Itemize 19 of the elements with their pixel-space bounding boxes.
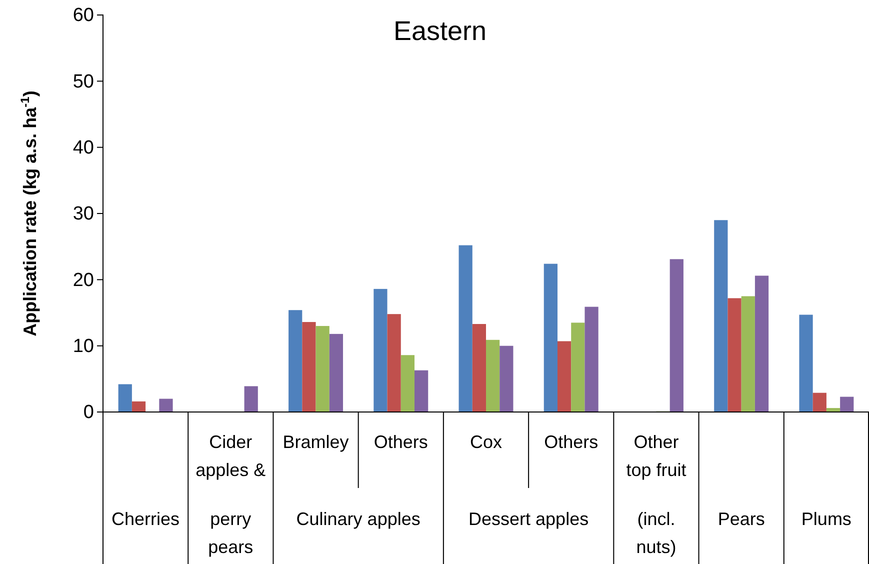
y-tick-label: 40 — [72, 137, 94, 158]
y-tick-label: 30 — [72, 204, 94, 225]
category-label: Cider apples & perry pears — [196, 432, 266, 557]
x-tick-label: Cherries — [112, 509, 180, 529]
y-tick-label: 60 — [72, 5, 94, 26]
x-tick-label: Bramley — [282, 432, 349, 452]
x-tick-label: Others — [374, 432, 428, 452]
text: Culinary apples — [296, 509, 420, 529]
x-tick-label: Cox — [470, 432, 502, 452]
y-tick-label: 20 — [72, 270, 94, 291]
chart-title: Eastern — [394, 16, 487, 46]
y-tick-label: 10 — [72, 336, 94, 357]
x-tick-label: Plums — [801, 509, 852, 529]
x-tick-label: Pears — [718, 509, 765, 529]
text: Dessert apples — [468, 509, 589, 529]
category-label: Other top fruit (incl. nuts) — [626, 432, 686, 557]
y-tick-label: 0 — [83, 402, 94, 424]
y-tick-label: 50 — [72, 71, 94, 92]
x-tick-label: Others — [544, 432, 598, 452]
